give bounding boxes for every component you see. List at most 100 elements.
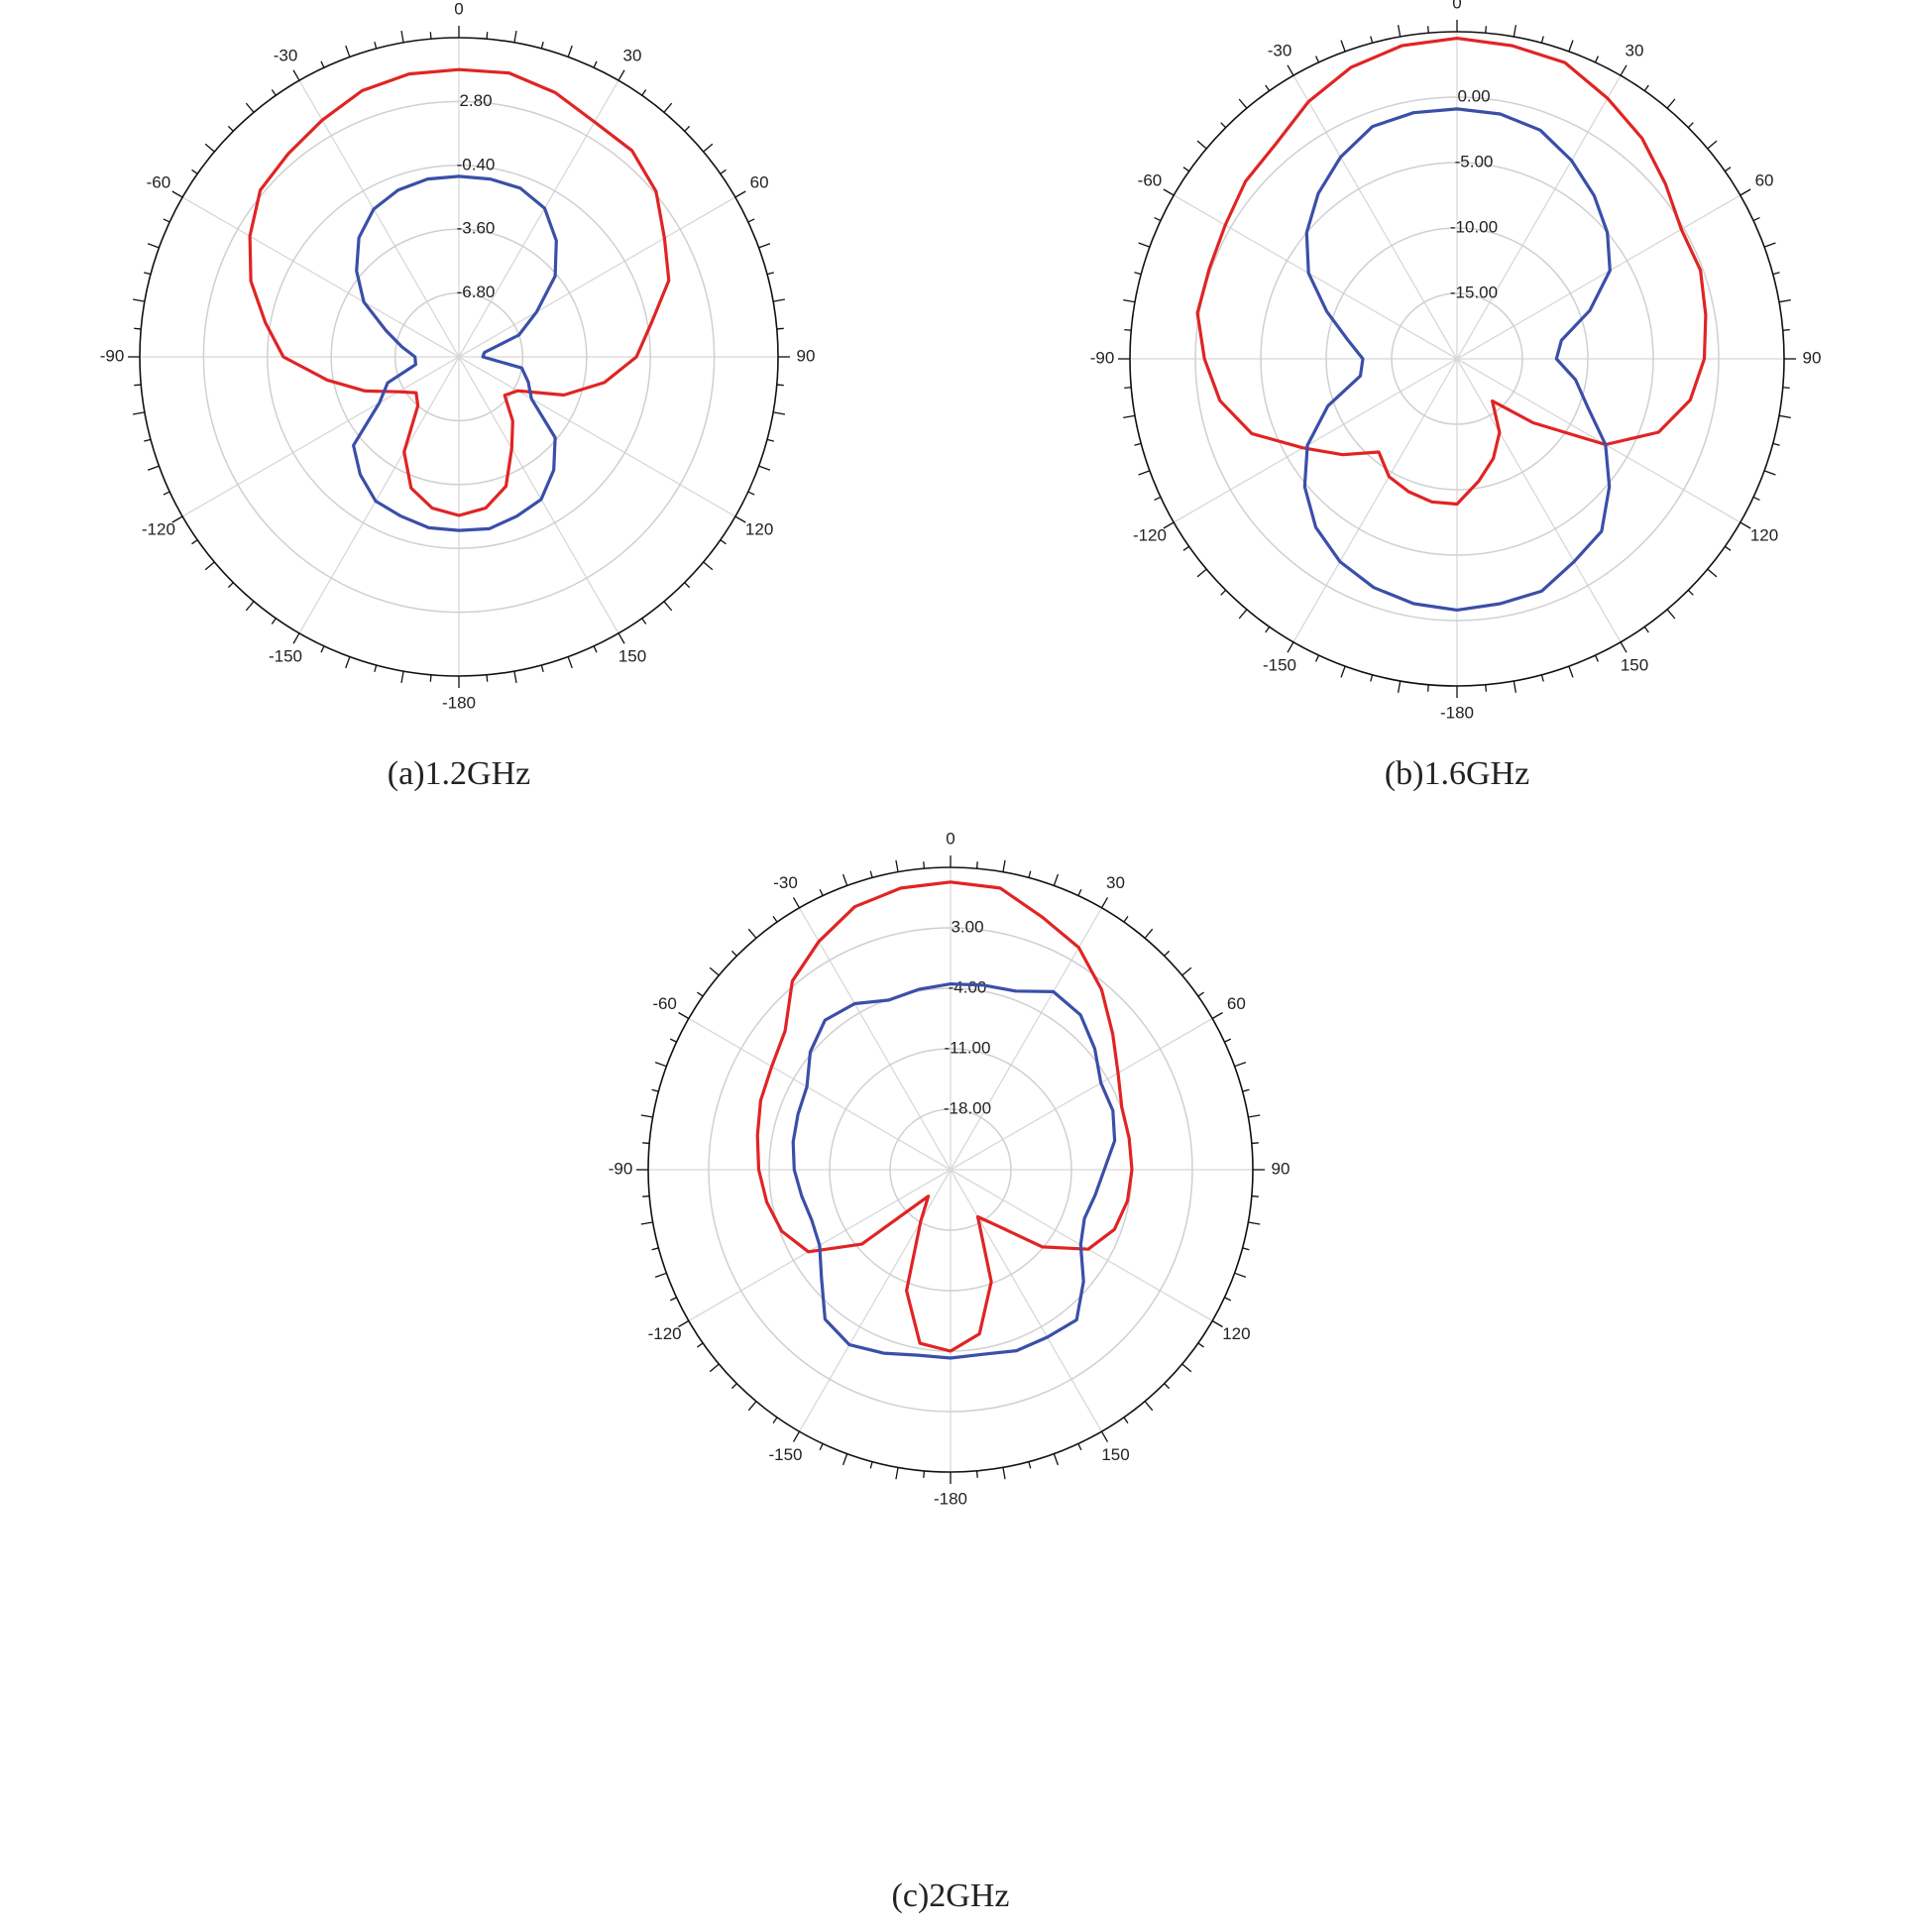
minor-tick xyxy=(842,873,848,886)
minor-tick xyxy=(678,1011,690,1020)
minor-tick xyxy=(663,601,673,612)
spoke-grid-line xyxy=(181,196,460,358)
minor-tick xyxy=(345,656,351,669)
spoke-grid-line xyxy=(1173,358,1458,523)
r-tick-label: -10.00 xyxy=(1450,217,1498,236)
minor-tick xyxy=(271,618,277,625)
minor-tick xyxy=(1287,64,1294,76)
minor-tick xyxy=(641,618,647,625)
minor-tick xyxy=(1397,680,1402,693)
minor-tick xyxy=(1053,1453,1060,1466)
minor-tick xyxy=(1772,442,1780,446)
minor-tick xyxy=(374,664,378,672)
minor-tick xyxy=(513,670,517,684)
minor-tick xyxy=(1181,966,1192,976)
theta-tick-label: 0 xyxy=(454,0,463,18)
minor-tick xyxy=(1643,84,1649,92)
ring-grid-line xyxy=(1325,227,1589,491)
pattern-line xyxy=(248,67,671,517)
minor-tick xyxy=(819,1443,824,1451)
minor-tick xyxy=(132,298,146,302)
minor-tick xyxy=(1197,1342,1204,1348)
minor-tick xyxy=(567,45,573,57)
minor-tick xyxy=(292,632,300,644)
theta-tick-label: 150 xyxy=(1101,1445,1129,1464)
ring-grid-line xyxy=(267,165,651,549)
minor-tick xyxy=(642,1142,650,1145)
minor-tick xyxy=(134,327,142,330)
minor-tick xyxy=(758,243,771,249)
minor-tick xyxy=(654,1061,667,1068)
minor-tick xyxy=(513,30,517,44)
theta-tick-label: 60 xyxy=(1755,170,1774,189)
minor-tick xyxy=(842,1453,848,1466)
minor-tick xyxy=(1643,625,1649,633)
minor-tick xyxy=(776,327,784,330)
minor-tick xyxy=(1077,888,1082,896)
minor-tick xyxy=(792,1430,801,1442)
minor-tick xyxy=(1163,521,1175,529)
minor-tick xyxy=(895,859,899,872)
minor-tick xyxy=(730,1383,737,1390)
minor-tick xyxy=(271,89,277,96)
theta-tick-label: 120 xyxy=(1750,525,1778,544)
minor-tick xyxy=(540,664,544,672)
minor-tick xyxy=(1370,674,1374,682)
r-tick-label: -3.60 xyxy=(457,219,496,238)
minor-tick xyxy=(1666,98,1676,109)
spoke-grid-line xyxy=(1456,74,1622,360)
theta-tick-label: -180 xyxy=(442,693,476,712)
ring-grid-line xyxy=(202,100,716,614)
minor-tick xyxy=(703,143,714,153)
minor-tick xyxy=(1234,1272,1247,1279)
minor-tick xyxy=(923,1470,926,1478)
r-tick-label: 0.00 xyxy=(1457,86,1490,105)
minor-tick xyxy=(540,42,544,50)
minor-tick xyxy=(772,916,778,923)
minor-tick xyxy=(1211,1319,1223,1328)
minor-tick xyxy=(134,384,142,387)
minor-tick xyxy=(758,465,771,471)
spoke-grid-line xyxy=(458,356,619,634)
minor-tick xyxy=(1248,1221,1261,1225)
minor-tick xyxy=(1242,1247,1250,1251)
minor-tick xyxy=(1485,684,1488,692)
minor-tick xyxy=(1666,609,1676,620)
theta-tick-label: -180 xyxy=(934,1489,967,1508)
minor-tick xyxy=(1220,122,1227,129)
minor-tick xyxy=(975,861,978,869)
spoke-grid-line xyxy=(298,79,460,358)
r-tick-label: -5.00 xyxy=(1455,152,1494,170)
theta-tick-label: 60 xyxy=(750,172,769,191)
minor-tick xyxy=(1763,242,1776,248)
minor-tick xyxy=(1251,1142,1259,1145)
minor-tick xyxy=(709,1363,720,1373)
minor-tick xyxy=(163,491,170,496)
theta-tick-label: 90 xyxy=(1803,348,1822,367)
minor-tick xyxy=(1370,36,1374,44)
theta-tick-label: 120 xyxy=(745,519,773,538)
minor-tick xyxy=(1314,56,1320,63)
minor-tick xyxy=(1077,1443,1082,1451)
theta-tick-label: 150 xyxy=(618,647,646,666)
minor-tick xyxy=(1687,122,1694,129)
theta-tick-label: -150 xyxy=(269,647,302,666)
minor-tick xyxy=(669,1038,677,1043)
minor-tick xyxy=(1053,873,1060,886)
r-tick-label: 3.00 xyxy=(951,917,983,936)
minor-tick xyxy=(400,30,404,44)
minor-tick xyxy=(1123,916,1129,923)
spoke-grid-line xyxy=(1456,194,1741,360)
spoke-grid-line xyxy=(798,907,952,1171)
minor-tick xyxy=(678,1319,690,1328)
minor-tick xyxy=(651,1247,659,1251)
minor-tick xyxy=(1340,665,1346,678)
minor-tick xyxy=(747,1401,757,1412)
minor-tick xyxy=(1138,242,1151,248)
minor-tick xyxy=(747,491,755,496)
minor-tick xyxy=(1568,40,1574,53)
minor-tick xyxy=(1002,859,1006,872)
spoke-grid-line xyxy=(1292,74,1458,360)
minor-tick xyxy=(1740,188,1751,196)
